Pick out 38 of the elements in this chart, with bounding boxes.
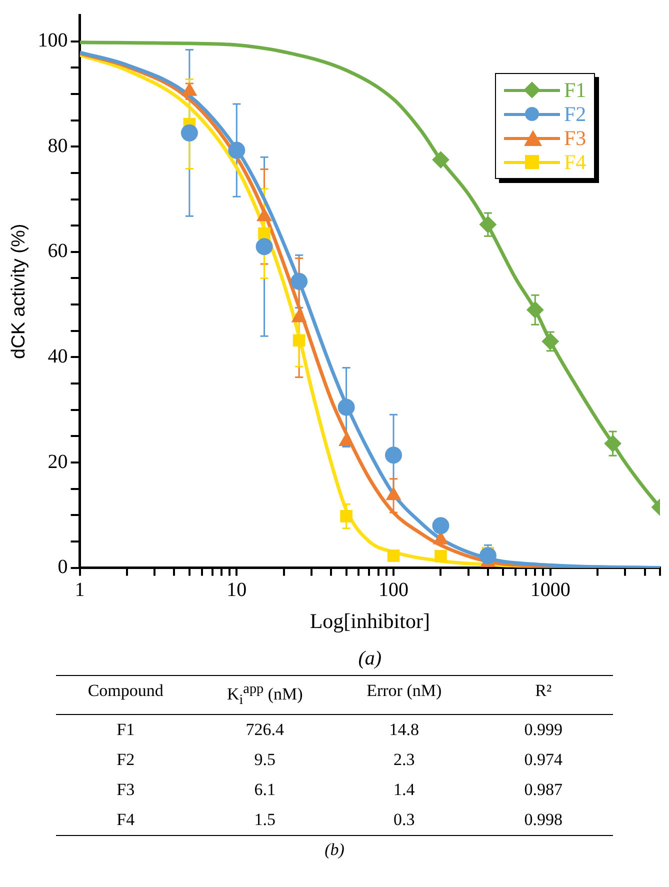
text: 0.974 bbox=[523, 749, 564, 772]
y-tick-label: 40 bbox=[48, 345, 68, 368]
y-axis-title: dCK activity (%) bbox=[8, 224, 30, 359]
text: 1.5 bbox=[253, 809, 276, 832]
y-tick-label: 80 bbox=[48, 134, 68, 157]
text: K$_{i}$$^{app}$ (nM) bbox=[195, 676, 334, 716]
text: 726.4 bbox=[244, 719, 285, 742]
y-tick-label: 20 bbox=[48, 450, 68, 473]
legend-label: F3 bbox=[564, 126, 586, 150]
text: 0.998 bbox=[523, 809, 564, 832]
text: F4 bbox=[116, 809, 136, 832]
x-tick-label: 100 bbox=[378, 579, 409, 602]
text: 14.8 bbox=[388, 719, 420, 742]
text: F1 bbox=[116, 719, 136, 742]
text: 1.4 bbox=[392, 779, 416, 802]
text: Error (nM) bbox=[334, 676, 474, 716]
x-axis-title: Log[inhibitor] bbox=[310, 608, 430, 633]
text: 9.5 bbox=[253, 749, 276, 772]
text: Compound bbox=[56, 676, 196, 716]
y-tick-label: 60 bbox=[48, 240, 68, 262]
text: 0.987 bbox=[523, 779, 564, 802]
y-tick-label: 0 bbox=[58, 556, 68, 578]
legend-label: F1 bbox=[564, 78, 586, 102]
y-tick-label: 100 bbox=[38, 30, 68, 52]
text: 0.3 bbox=[392, 809, 416, 832]
text: (a) bbox=[358, 647, 382, 670]
text: F2 bbox=[116, 749, 136, 772]
legend-label: F2 bbox=[564, 102, 586, 126]
text: 0.999 bbox=[523, 719, 564, 742]
x-tick-label: 1000 bbox=[530, 579, 570, 602]
text: (b) bbox=[324, 839, 346, 860]
text: R² bbox=[474, 676, 613, 716]
x-tick-label: 10 bbox=[226, 579, 247, 602]
text: 2.3 bbox=[392, 749, 416, 772]
legend-label: F4 bbox=[564, 150, 586, 174]
text: 6.1 bbox=[253, 779, 276, 802]
text: F3 bbox=[116, 779, 136, 802]
x-tick-label: 1 bbox=[74, 579, 85, 602]
